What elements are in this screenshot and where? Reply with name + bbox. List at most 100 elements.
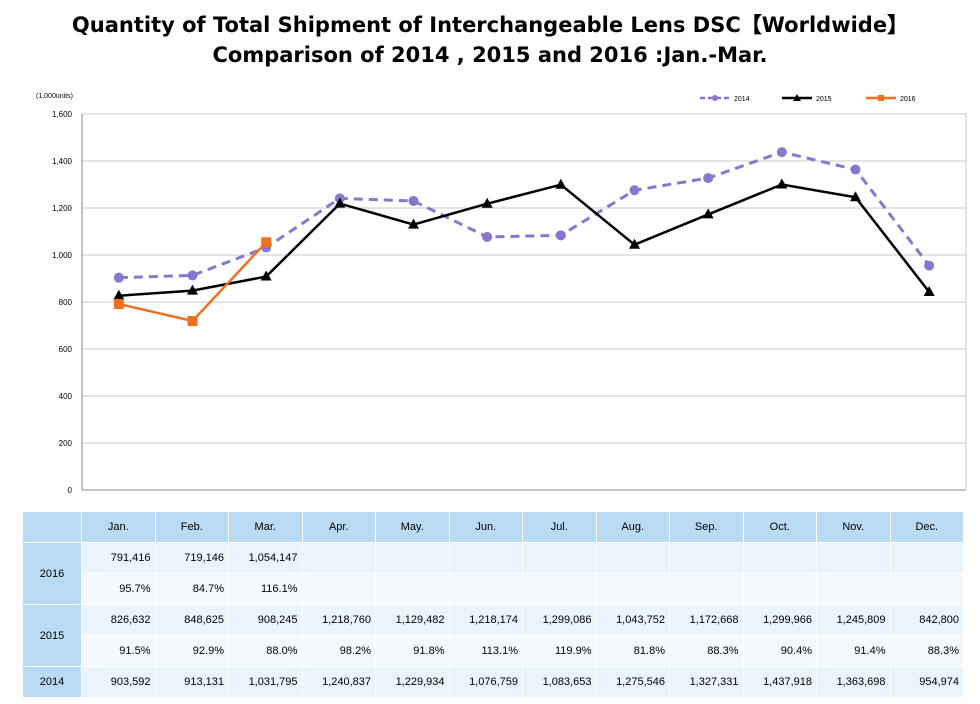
table-ratio-cell: 88.3% <box>669 635 744 667</box>
y-tick-label: 200 <box>59 439 73 448</box>
table-units-cell: 1,299,966 <box>742 604 817 636</box>
data-point-2015 <box>702 208 714 219</box>
table-units-cell: 848,625 <box>154 604 229 636</box>
table-ratio-cell <box>742 573 817 605</box>
data-point-2015 <box>629 238 640 249</box>
data-point-2015 <box>113 289 125 300</box>
table-units-cell <box>816 542 891 574</box>
table-ratio-cell: 88.3% <box>889 635 964 667</box>
table-units-cell: 1,363,698 <box>816 666 891 698</box>
table-ratio-cell: 81.8% <box>595 635 670 667</box>
table-units-cell: 1,076,759 <box>448 666 523 698</box>
table-ratio-cell: 91.5% <box>81 635 156 667</box>
y-tick-label: 400 <box>59 392 73 401</box>
table-month-header: Nov. <box>816 511 891 543</box>
table-month-header: Sep. <box>669 511 744 543</box>
table-units-cell <box>742 542 817 574</box>
y-tick-label: 1,600 <box>52 110 73 119</box>
data-point-2015 <box>850 191 861 202</box>
y-tick-label: 1,200 <box>52 204 73 213</box>
table-month-header: Feb. <box>154 511 229 543</box>
table-month-header: Dec. <box>889 511 964 543</box>
data-point-2014 <box>703 173 714 184</box>
table-units-cell: 1,031,795 <box>228 666 303 698</box>
data-point-2016 <box>113 299 124 310</box>
data-point-2015 <box>260 270 272 281</box>
table-ratio-cell: 95.7% <box>81 573 156 605</box>
data-point-2014 <box>113 272 124 283</box>
legend-label-2016: 2016 <box>900 96 916 103</box>
table-units-cell: 954,974 <box>889 666 964 698</box>
table-month-header: Mar. <box>228 511 303 543</box>
table-ratio-cell: 116.1% <box>228 573 303 605</box>
data-point-2015 <box>334 197 346 208</box>
table-units-cell: 791,416 <box>81 542 156 574</box>
table-ratio-cell <box>301 573 376 605</box>
data-table: Jan. Feb. Mar. Apr. May. Jun. Jul. Aug. Sep. Oct.… <box>22 511 964 698</box>
data-point-2014 <box>850 164 861 175</box>
table-units-cell: 1,054,147 <box>228 542 303 574</box>
table-units-cell: 1,083,653 <box>522 666 597 698</box>
data-point-2014 <box>629 185 640 196</box>
data-point-2015 <box>187 284 198 295</box>
y-tick-label: 0 <box>68 486 73 495</box>
table-units-cell <box>301 542 376 574</box>
y-axis-unit-label: (1,000units) <box>36 93 73 100</box>
table-ratio-cell <box>522 573 597 605</box>
table-row: 2014 903,592 913,131 1,031,795 1,240,837 1,22… <box>22 666 964 698</box>
table-row: 95.7% 84.7% 116.1% <box>23 573 964 605</box>
data-point-2015 <box>555 178 567 189</box>
series-line-2015 <box>118 183 931 297</box>
series-line-2014 <box>118 150 931 280</box>
y-tick-label: 600 <box>59 345 73 354</box>
table-row: 91.5% 92.9% 88.0% 98.2% 91.8% 113.1% 119.9% 81.… <box>23 635 964 667</box>
table-units-cell: 1,218,174 <box>448 604 523 636</box>
data-point-2014 <box>924 260 935 271</box>
table-ratio-cell <box>448 573 523 605</box>
legend-marker-2016 <box>878 95 884 101</box>
table-month-header: Jul. <box>522 511 597 543</box>
table-units-cell: 1,245,809 <box>816 604 891 636</box>
table-month-header: Jun. <box>448 511 523 543</box>
data-point-2015 <box>408 218 419 229</box>
data-point-2014 <box>187 270 198 281</box>
y-tick-label: 1,000 <box>52 251 73 260</box>
table-units-cell: 1,229,934 <box>375 666 450 698</box>
table-ratio-cell: 88.0% <box>228 635 303 667</box>
table-units-cell: 1,129,482 <box>375 604 450 636</box>
table-ratio-cell <box>669 573 744 605</box>
line-chart: 0 200 400 600 800 1,000 1,200 1,400 1,600 (1,000u… <box>36 93 967 495</box>
table-year-cell: 2016 <box>22 542 82 605</box>
table-units-cell: 1,172,668 <box>669 604 744 636</box>
table-month-header: May. <box>375 511 450 543</box>
table-units-cell: 719,146 <box>154 542 229 574</box>
table-units-cell: 842,800 <box>889 604 964 636</box>
table-ratio-cell: 84.7% <box>154 573 229 605</box>
table-units-cell: 826,632 <box>81 604 156 636</box>
table-ratio-cell: 91.8% <box>375 635 450 667</box>
data-point-2014 <box>408 195 419 206</box>
legend-label-2015: 2015 <box>816 96 832 103</box>
data-point-2015 <box>776 178 788 189</box>
table-month-header: Jan. <box>81 511 156 543</box>
table-year-cell: 2015 <box>22 604 82 667</box>
data-point-2015 <box>923 285 935 296</box>
legend-marker-2014 <box>712 95 718 101</box>
data-point-2014 <box>555 230 566 241</box>
y-tick-label: 800 <box>59 298 73 307</box>
table-units-cell: 1,327,331 <box>669 666 744 698</box>
legend-label-2014: 2014 <box>734 96 750 103</box>
chart-title-line-2: Comparison of 2014 , 2015 and 2016 :Jan.… <box>212 43 768 67</box>
data-point-2014 <box>482 231 493 242</box>
table-ratio-cell <box>889 573 964 605</box>
legend-marker-2015 <box>793 94 801 101</box>
data-point-2016 <box>261 237 272 248</box>
table-units-cell <box>522 542 597 574</box>
data-point-2014 <box>776 147 787 158</box>
table-month-header: Apr. <box>301 511 376 543</box>
table-ratio-cell: 91.4% <box>816 635 891 667</box>
table-ratio-cell: 113.1% <box>448 635 523 667</box>
table-units-cell: 908,245 <box>228 604 303 636</box>
table-header-row: Jan. Feb. Mar. Apr. May. Jun. Jul. Aug. Sep. Oct.… <box>22 511 964 543</box>
table-units-cell <box>375 542 450 574</box>
